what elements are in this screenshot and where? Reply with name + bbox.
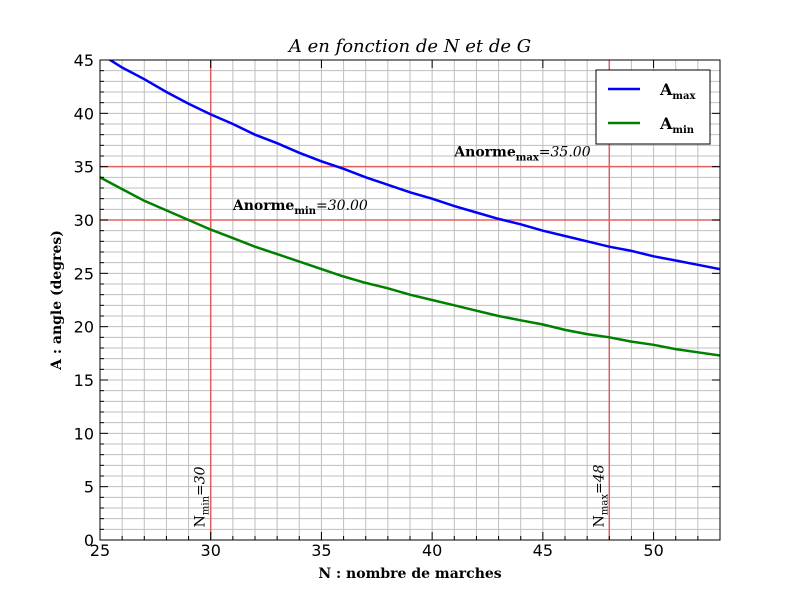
y-tick-label: 20: [74, 318, 94, 337]
x-axis-label: N : nombre de marches: [318, 566, 501, 582]
h-reference-label: Anormemin=30.00: [232, 198, 368, 217]
y-tick-label: 45: [74, 51, 94, 70]
x-tick-label: 35: [311, 541, 331, 560]
legend: Amax Amin: [595, 69, 711, 145]
y-tick-label: 40: [74, 104, 94, 123]
y-tick-label: 10: [74, 424, 94, 443]
series-line-max: [107, 60, 720, 271]
series-line-min: [100, 176, 720, 357]
h-reference-label: Anormemax=35.00: [453, 145, 590, 164]
x-tick-label: 25: [90, 541, 110, 560]
y-tick-label: 35: [74, 158, 94, 177]
x-tick-label: 50: [643, 541, 663, 560]
y-tick-label: 25: [74, 264, 94, 283]
v-reference-label: Nmax=48: [591, 464, 610, 527]
v-reference-label: Nmin=30: [193, 466, 212, 527]
series: [100, 60, 720, 357]
x-tick-label: 45: [533, 541, 553, 560]
annotations: Anormemax=35.00 Anormemin=30.00 Nmin=30 Nma…: [193, 145, 611, 528]
y-tick-label: 0: [84, 531, 94, 550]
legend-label-min: Amin: [659, 114, 695, 136]
chart-title: A en fonction de N et de G: [287, 36, 531, 57]
y-tick-label: 15: [74, 371, 94, 390]
x-tick-label: 30: [201, 541, 221, 560]
grid: [99, 59, 721, 541]
x-tick-label: 40: [422, 541, 442, 560]
ticks: 25 30 35 40 45 50 0 5 10 15 20 25 30 35 40 45: [74, 51, 721, 560]
legend-box: [595, 69, 711, 145]
y-axis-label: A : angle (degres): [49, 230, 65, 371]
y-tick-label: 5: [84, 478, 94, 497]
legend-label-max: Amax: [659, 80, 696, 102]
y-tick-label: 30: [74, 211, 94, 230]
